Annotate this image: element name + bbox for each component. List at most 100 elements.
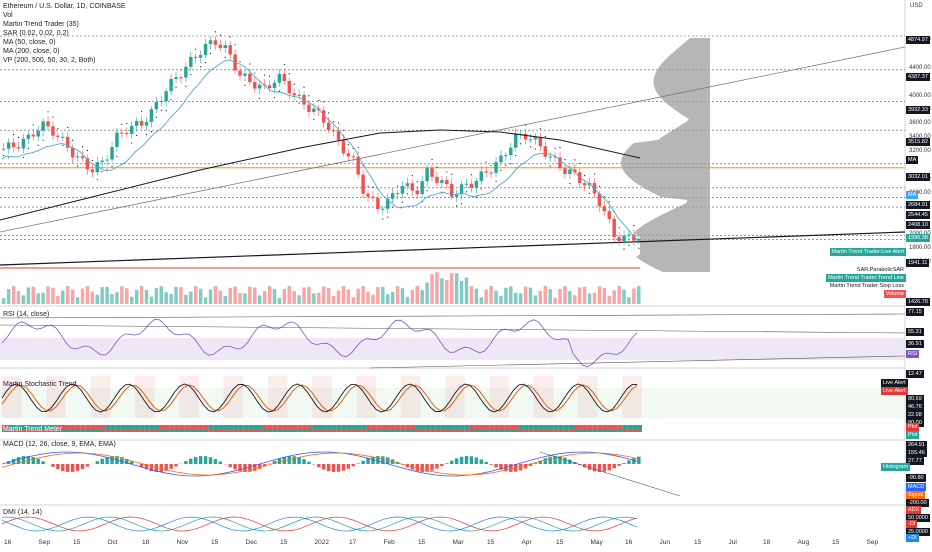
stoch-tag[interactable]: 46.76 [906, 403, 924, 411]
volume-bar [115, 292, 118, 304]
macd-title[interactable]: MACD (12, 26, close, 9, EMA, EMA) [3, 441, 116, 448]
price-tag[interactable]: 1426.78 [906, 298, 930, 306]
stoch-tag[interactable]: 12.47 [906, 370, 924, 378]
trend-meter-tag[interactable]: Plot [906, 423, 919, 431]
macd-histogram-bar [66, 464, 69, 472]
price-tag[interactable]: 3932.33 [906, 106, 930, 114]
series-label-tag[interactable]: Martin Trend Trader:Trend Line [826, 274, 906, 282]
rsi-tag[interactable]: RSI [906, 350, 919, 358]
volume-bar [356, 289, 359, 304]
trend-meter-tag[interactable]: Plot [906, 431, 919, 439]
series-label-tag[interactable]: Volume [884, 290, 906, 298]
stoch-title[interactable]: Martin Stochastic Trend [3, 381, 77, 388]
symbol-title[interactable]: Ethereum / U.S. Dollar, 1D, COINBASE [3, 2, 126, 11]
sar-dot [574, 159, 575, 160]
trend-meter-cell [76, 429, 81, 432]
price-tag[interactable]: MA [906, 191, 918, 199]
volume-bar [56, 296, 59, 304]
candle-body [406, 183, 409, 186]
price-tag[interactable]: MA [906, 156, 918, 164]
price-tag[interactable]: 1941.11 [906, 259, 929, 267]
macd-tag[interactable]: 155.46 [906, 449, 927, 457]
dmi-tag[interactable]: ADX [906, 506, 921, 514]
stoch-tag[interactable]: 22.98 [906, 411, 924, 419]
dmi-tag[interactable]: -DI [906, 520, 917, 528]
trend-meter-cell [588, 429, 593, 432]
sar-dot [599, 186, 600, 187]
stoch-tag[interactable]: Live Alert [881, 379, 908, 387]
trend-meter-cell [317, 429, 322, 432]
trend-meter-cell [356, 429, 361, 432]
trend-meter-cell [268, 429, 273, 432]
macd-tag[interactable]: 264.91 [906, 441, 927, 449]
volume-bar [199, 289, 202, 304]
volume-bar [573, 295, 576, 304]
trend-meter-cell [352, 429, 357, 432]
macd-tag[interactable]: Histogram [881, 463, 910, 471]
dmi-tag[interactable]: +DI [906, 534, 919, 542]
sar-dot [121, 124, 122, 125]
stoch-tag[interactable]: Live Alert [881, 387, 908, 395]
sar-dot [141, 111, 142, 112]
legend-martin-trend-trader[interactable]: Martin Trend Trader (35) [3, 20, 126, 29]
macd-histogram-bar [494, 464, 497, 467]
trend-meter-title[interactable]: Martin Trend Meter [3, 426, 62, 433]
stoch-tag[interactable]: 80.69 [906, 395, 924, 403]
series-label-tag[interactable]: Martin Trend Trader:Live Alert [830, 248, 906, 256]
trend-meter-cell [263, 425, 268, 429]
rsi-tag[interactable]: 77.15 [906, 308, 924, 316]
trend-meter-cell [563, 425, 568, 429]
legend-sar[interactable]: SAR (0.02, 0.02, 0.2) [3, 29, 126, 38]
price-tag[interactable]: 4387.37 [906, 73, 930, 81]
trend-meter-cell [568, 429, 573, 432]
candle-body [356, 157, 359, 175]
candle-body [337, 131, 340, 140]
sar-dot [397, 185, 398, 186]
date-tick: Nov [177, 539, 189, 546]
macd-tag[interactable]: MACD [906, 483, 926, 491]
series-label-tag[interactable]: SAR:ParabolicSAR [855, 266, 906, 274]
trend-meter-cell [184, 425, 189, 429]
sar-dot [289, 73, 290, 74]
macd-histogram-bar [465, 456, 468, 464]
candle-body [445, 180, 448, 184]
volume-bar [2, 298, 5, 304]
candle-body [430, 168, 433, 177]
stoch-shade [578, 376, 583, 418]
macd-tag[interactable]: Signal [906, 491, 925, 499]
volume-bar [238, 293, 241, 304]
sar-dot [299, 103, 300, 104]
legend-vol[interactable]: Vol [3, 11, 126, 20]
price-tag[interactable]: 2684.91 [906, 201, 930, 209]
legend-ma200[interactable]: MA (200, close, 0) [3, 47, 126, 56]
trend-meter-cell [371, 425, 376, 429]
stoch-shade [179, 376, 184, 418]
trend-meter-cell [450, 429, 455, 432]
sar-dot [446, 171, 447, 172]
macd-tag[interactable]: -90.80 [906, 474, 926, 482]
price-tag[interactable]: 2544.45 [906, 211, 930, 219]
legend-ma50[interactable]: MA (50, close, 0) [3, 38, 126, 47]
price-tag[interactable]: 3515.82 [906, 138, 930, 146]
dmi-title[interactable]: DMI (14, 14) [3, 509, 42, 516]
volume-bar [248, 287, 251, 304]
volume-bar [307, 287, 310, 304]
trend-meter-cell [312, 429, 317, 432]
rsi-tag[interactable]: 36.91 [906, 340, 924, 348]
rsi-tag[interactable]: 55.31 [906, 328, 924, 336]
price-tag[interactable]: 4874.97 [906, 36, 930, 44]
price-tag[interactable]: 2408.10 [906, 221, 930, 229]
macd-histogram-bar [489, 464, 492, 465]
macd-histogram-bar [548, 457, 551, 464]
rsi-title[interactable]: RSI (14, close) [3, 311, 49, 318]
legend-vp[interactable]: VP (200, 500, 50, 30, 2, Both) [3, 56, 126, 65]
candle-body [480, 171, 483, 181]
macd-histogram-bar [519, 464, 522, 471]
trend-meter-cell [100, 429, 105, 432]
series-label-tag[interactable]: Martin Trend Trader:Stop Loss [828, 282, 906, 290]
trend-meter-cell [160, 429, 165, 432]
price-tag[interactable]: 3032.01 [906, 173, 930, 181]
price-tag[interactable]: 1996.38 [906, 234, 930, 242]
